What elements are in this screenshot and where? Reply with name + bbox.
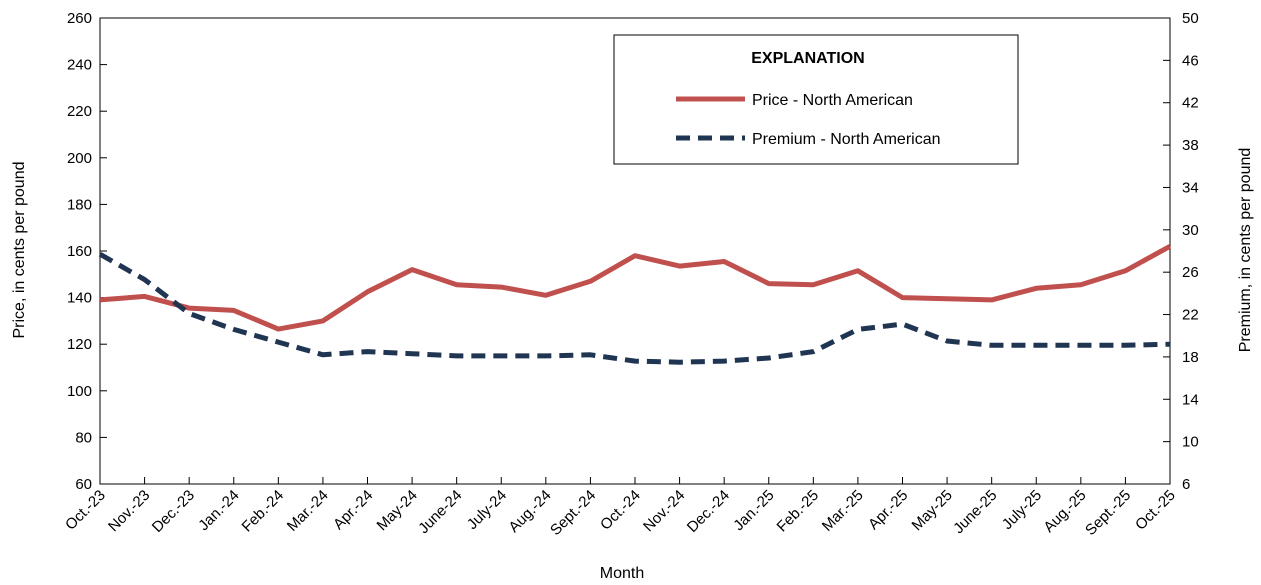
right-y-tick-label: 6 xyxy=(1182,476,1190,493)
left-y-tick-label: 180 xyxy=(67,196,92,213)
left-y-tick-label: 220 xyxy=(67,103,92,120)
left-y-tick-label: 140 xyxy=(67,290,92,307)
x-tick-label: Sept.-24 xyxy=(547,487,599,539)
legend-title: EXPLANATION xyxy=(751,50,864,67)
left-y-axis: 60 80 100 120 140 160 180 200 220 240 260 xyxy=(67,10,107,493)
x-tick-label: June-24 xyxy=(415,487,465,537)
left-y-tick-label: 200 xyxy=(67,150,92,167)
x-tick-label: Feb.-24 xyxy=(239,487,288,536)
legend: EXPLANATION Price - North American Premi… xyxy=(613,34,1019,165)
right-y-axis: 6 10 14 18 22 26 30 34 38 42 46 50 xyxy=(1163,10,1199,493)
x-tick-label: Feb.-25 xyxy=(774,487,823,536)
right-y-tick-label: 34 xyxy=(1182,179,1199,196)
x-tick-label: Dec.-23 xyxy=(149,487,198,536)
left-y-tick-label: 260 xyxy=(67,10,92,27)
x-axis-title: Month xyxy=(600,565,644,582)
x-tick-label: Dec.-24 xyxy=(684,487,733,536)
right-y-tick-label: 46 xyxy=(1182,52,1199,69)
x-tick-label: Mar.-25 xyxy=(819,487,867,535)
right-y-axis-title: Premium, in cents per pound xyxy=(1237,148,1254,353)
right-y-tick-label: 22 xyxy=(1182,307,1199,324)
x-tick-label: July-25 xyxy=(999,487,1045,533)
right-y-tick-label: 30 xyxy=(1182,222,1199,239)
x-tick-label: May-25 xyxy=(909,487,956,534)
legend-label-price: Price - North American xyxy=(752,92,913,109)
x-tick-label: Oct.-23 xyxy=(62,487,109,534)
x-tick-label: Jan.-24 xyxy=(195,487,242,534)
left-y-tick-label: 160 xyxy=(67,243,92,260)
legend-label-premium: Premium - North American xyxy=(752,131,941,148)
x-tick-label: Apr.-25 xyxy=(865,487,911,533)
x-tick-label: Aug.-24 xyxy=(505,487,554,536)
x-axis: Oct.-23Nov.-23Dec.-23Jan.-24Feb.-24Mar.-… xyxy=(62,477,1179,539)
x-tick-label: Oct.-24 xyxy=(597,487,644,534)
x-tick-label: Oct.-25 xyxy=(1132,487,1179,534)
x-tick-label: Apr.-24 xyxy=(330,487,376,533)
x-tick-label: June-25 xyxy=(950,487,1000,537)
series-layer xyxy=(98,244,1172,365)
x-tick-label: July-24 xyxy=(464,487,510,533)
right-y-tick-label: 18 xyxy=(1182,349,1199,366)
premium-series-line xyxy=(98,252,1171,365)
left-y-tick-label: 80 xyxy=(75,429,92,446)
left-y-tick-label: 120 xyxy=(67,336,92,353)
right-y-tick-label: 38 xyxy=(1182,137,1199,154)
left-y-tick-label: 60 xyxy=(75,476,92,493)
right-y-tick-label: 14 xyxy=(1182,391,1199,408)
right-y-tick-label: 26 xyxy=(1182,264,1199,281)
x-tick-label: Aug.-25 xyxy=(1040,487,1089,536)
price-series-line xyxy=(99,244,1172,332)
x-tick-label: Nov.-23 xyxy=(105,487,153,535)
x-tick-label: Jan.-25 xyxy=(730,487,777,534)
x-tick-label: May-24 xyxy=(374,487,421,534)
right-y-tick-label: 50 xyxy=(1182,10,1199,27)
x-tick-label: Nov.-24 xyxy=(640,487,688,535)
right-y-tick-label: 10 xyxy=(1182,434,1199,451)
left-y-tick-label: 240 xyxy=(67,57,92,74)
x-tick-label: Sept.-25 xyxy=(1082,487,1134,539)
left-y-axis-title: Price, in cents per pound xyxy=(11,162,28,339)
x-tick-label: Mar.-24 xyxy=(284,487,332,535)
left-y-tick-label: 100 xyxy=(67,383,92,400)
right-y-tick-label: 42 xyxy=(1182,95,1199,112)
